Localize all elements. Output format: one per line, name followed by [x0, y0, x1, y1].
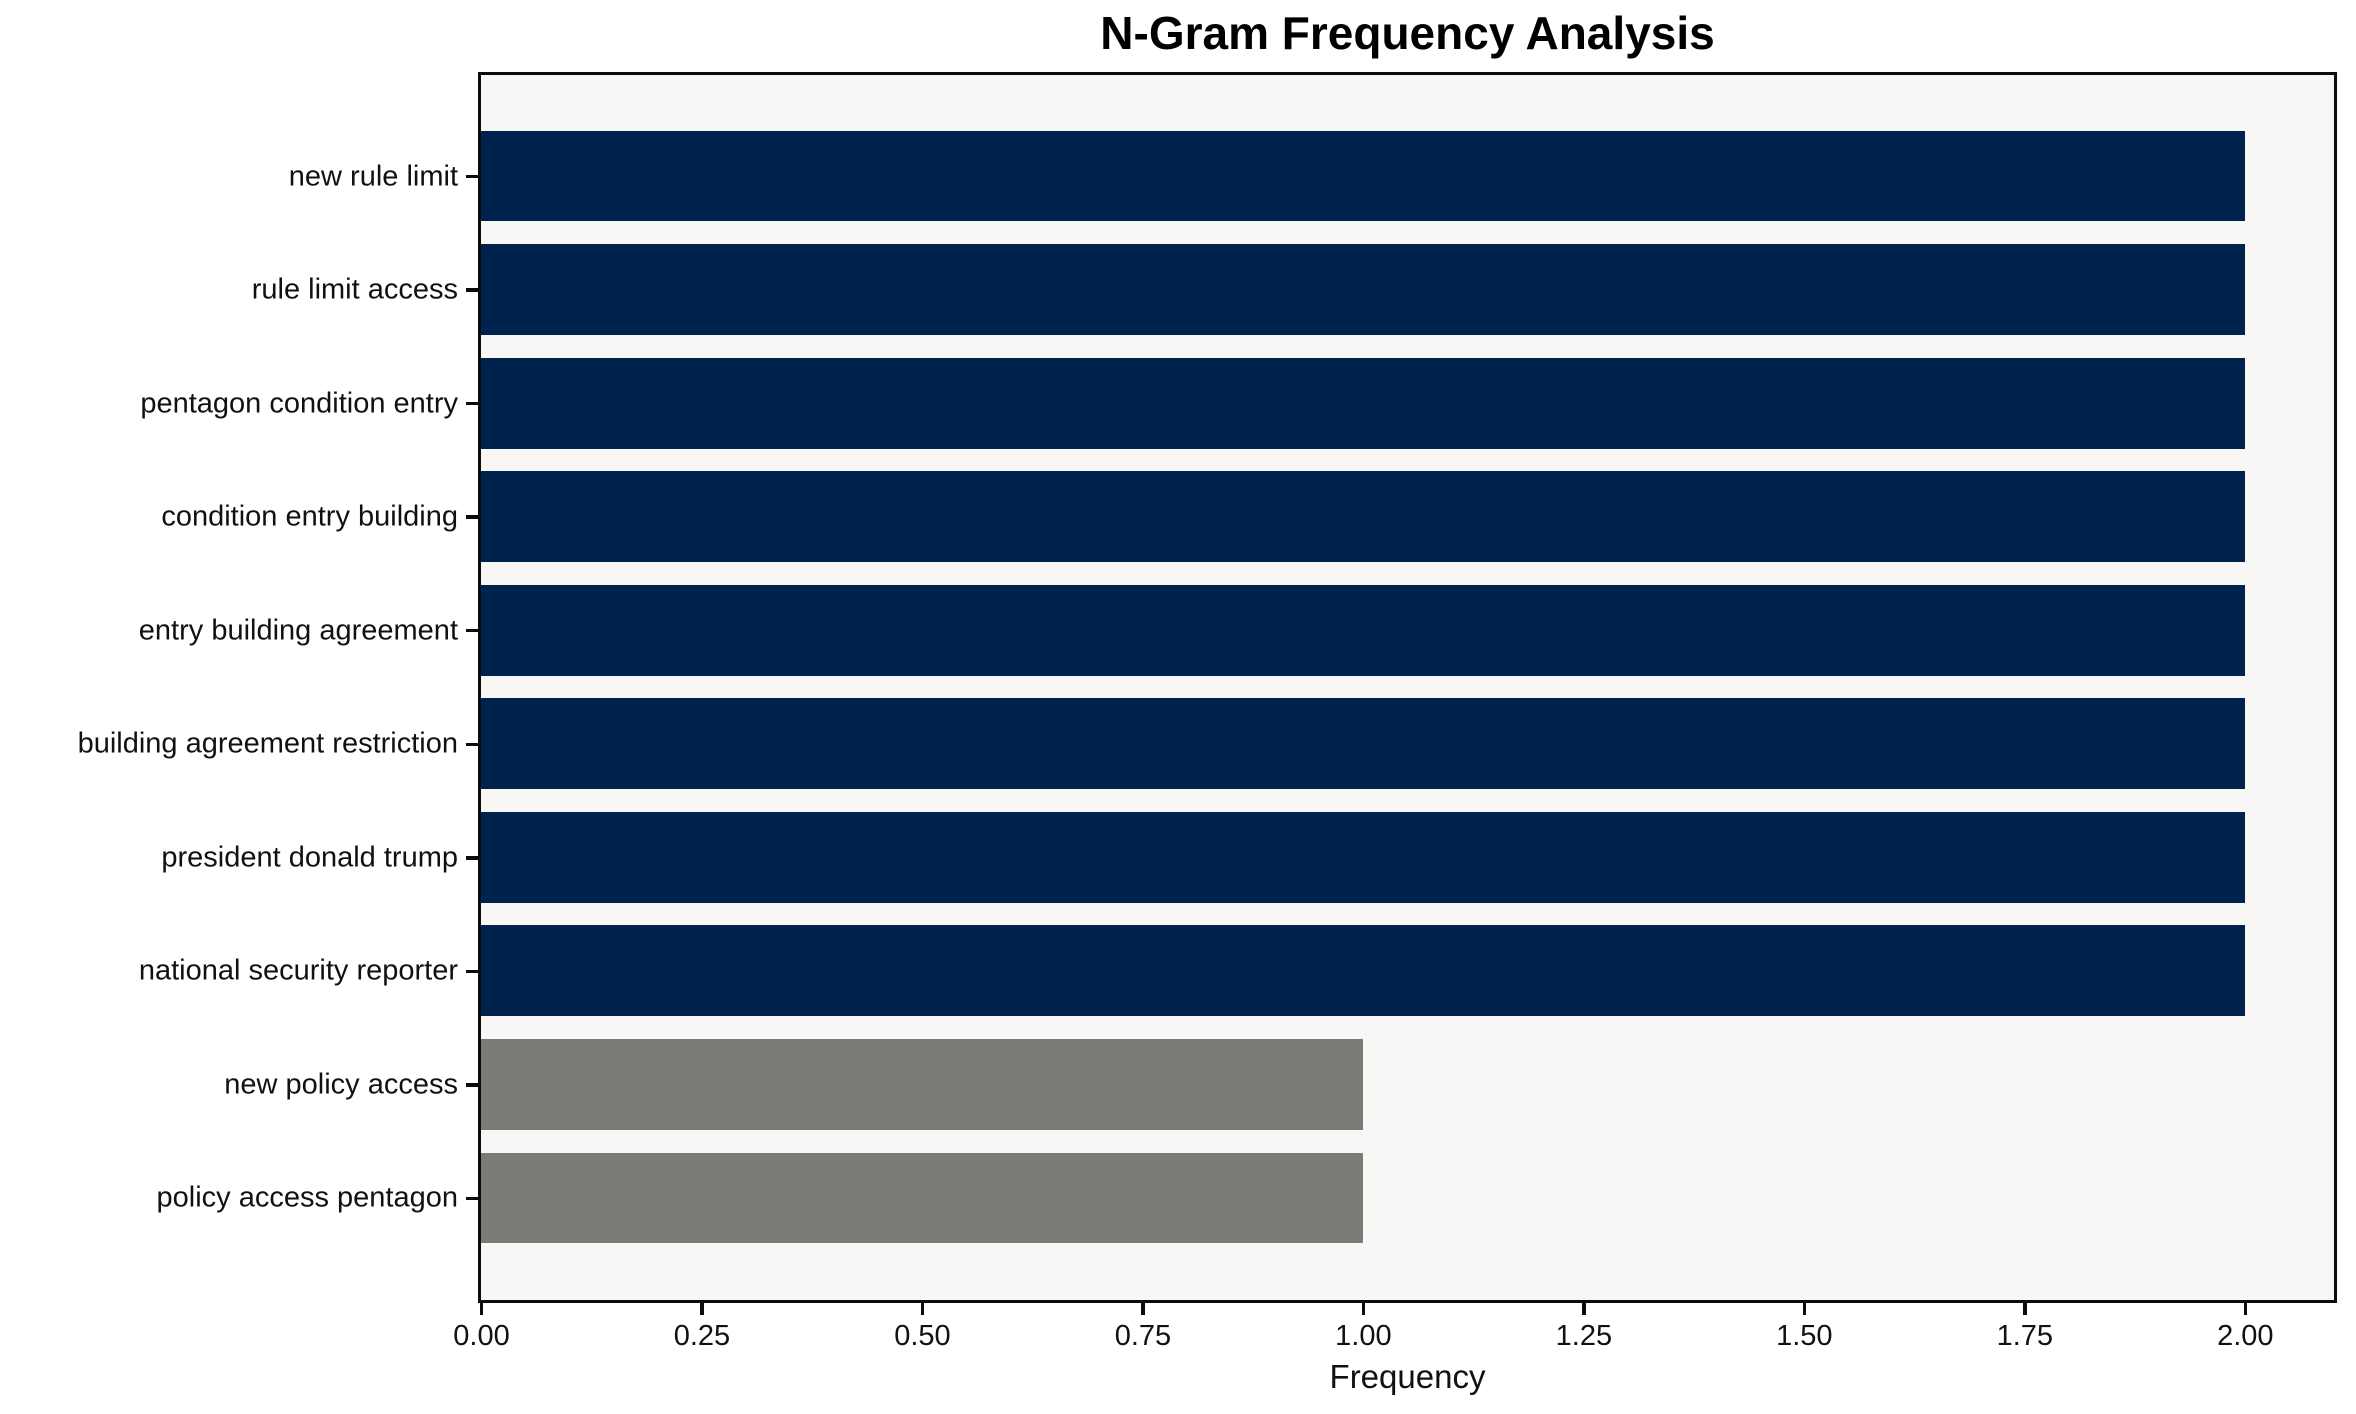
x-tick-mark	[700, 1303, 704, 1315]
chart-title: N-Gram Frequency Analysis	[1100, 7, 1715, 59]
bar-building-agreement-restriction	[481, 698, 2245, 790]
x-axis-title: Frequency	[1329, 1358, 1486, 1395]
bar-rule-limit-access	[481, 244, 2245, 335]
y-tick-mark	[466, 969, 478, 974]
x-tick-mark	[2243, 1303, 2248, 1315]
x-tick-mark	[1802, 1303, 1807, 1315]
y-tick-mark	[466, 401, 478, 406]
y-tick-label: national security reporter	[138, 954, 458, 987]
y-tick-label: policy access pentagon	[156, 1181, 458, 1214]
y-tick-label: pentagon condition entry	[140, 387, 458, 420]
x-tick-mark	[479, 1303, 484, 1315]
x-tick-label: 0.00	[453, 1320, 510, 1352]
bar-new-rule-limit	[481, 130, 2245, 222]
y-tick-mark	[466, 1083, 478, 1087]
y-tick-mark	[466, 742, 478, 747]
y-tick-mark	[466, 628, 478, 633]
y-tick-label: rule limit access	[251, 273, 458, 306]
y-tick-label: president donald trump	[161, 841, 458, 874]
plot-area	[478, 72, 2337, 1303]
bar-pentagon-condition-entry	[481, 357, 2245, 449]
y-tick-mark	[466, 515, 478, 519]
x-tick-mark	[1361, 1303, 1366, 1315]
x-tick-mark	[1141, 1303, 1145, 1315]
x-tick-label: 1.75	[1996, 1320, 2054, 1352]
y-tick-label: condition entry building	[161, 500, 458, 533]
y-tick-mark	[466, 174, 478, 179]
x-tick-mark	[920, 1303, 925, 1315]
y-tick-mark	[466, 856, 478, 860]
bar-policy-access-pentagon	[481, 1152, 1363, 1244]
x-tick-label: 0.25	[673, 1320, 731, 1352]
y-tick-label: new policy access	[224, 1068, 458, 1101]
bar-new-policy-access	[481, 1038, 1363, 1130]
bar-condition-entry-building	[481, 471, 2245, 563]
bar-entry-building-agreement	[481, 584, 2245, 676]
bar-national-security-reporter	[481, 925, 2245, 1017]
y-tick-label: new rule limit	[288, 160, 458, 193]
x-tick-label: 0.75	[1114, 1320, 1172, 1352]
x-tick-label: 0.50	[894, 1320, 951, 1352]
x-tick-label: 1.25	[1555, 1320, 1613, 1352]
y-tick-mark	[466, 288, 478, 292]
y-tick-mark	[466, 1196, 478, 1201]
x-tick-label: 2.00	[2217, 1320, 2274, 1352]
x-tick-label: 1.50	[1776, 1320, 1833, 1352]
bar-president-donald-trump	[481, 811, 2245, 903]
y-tick-label: building agreement restriction	[77, 727, 458, 760]
x-tick-mark	[1582, 1303, 1586, 1315]
y-tick-label: entry building agreement	[138, 614, 458, 647]
x-tick-mark	[2023, 1303, 2027, 1315]
x-tick-label: 1.00	[1335, 1320, 1392, 1352]
